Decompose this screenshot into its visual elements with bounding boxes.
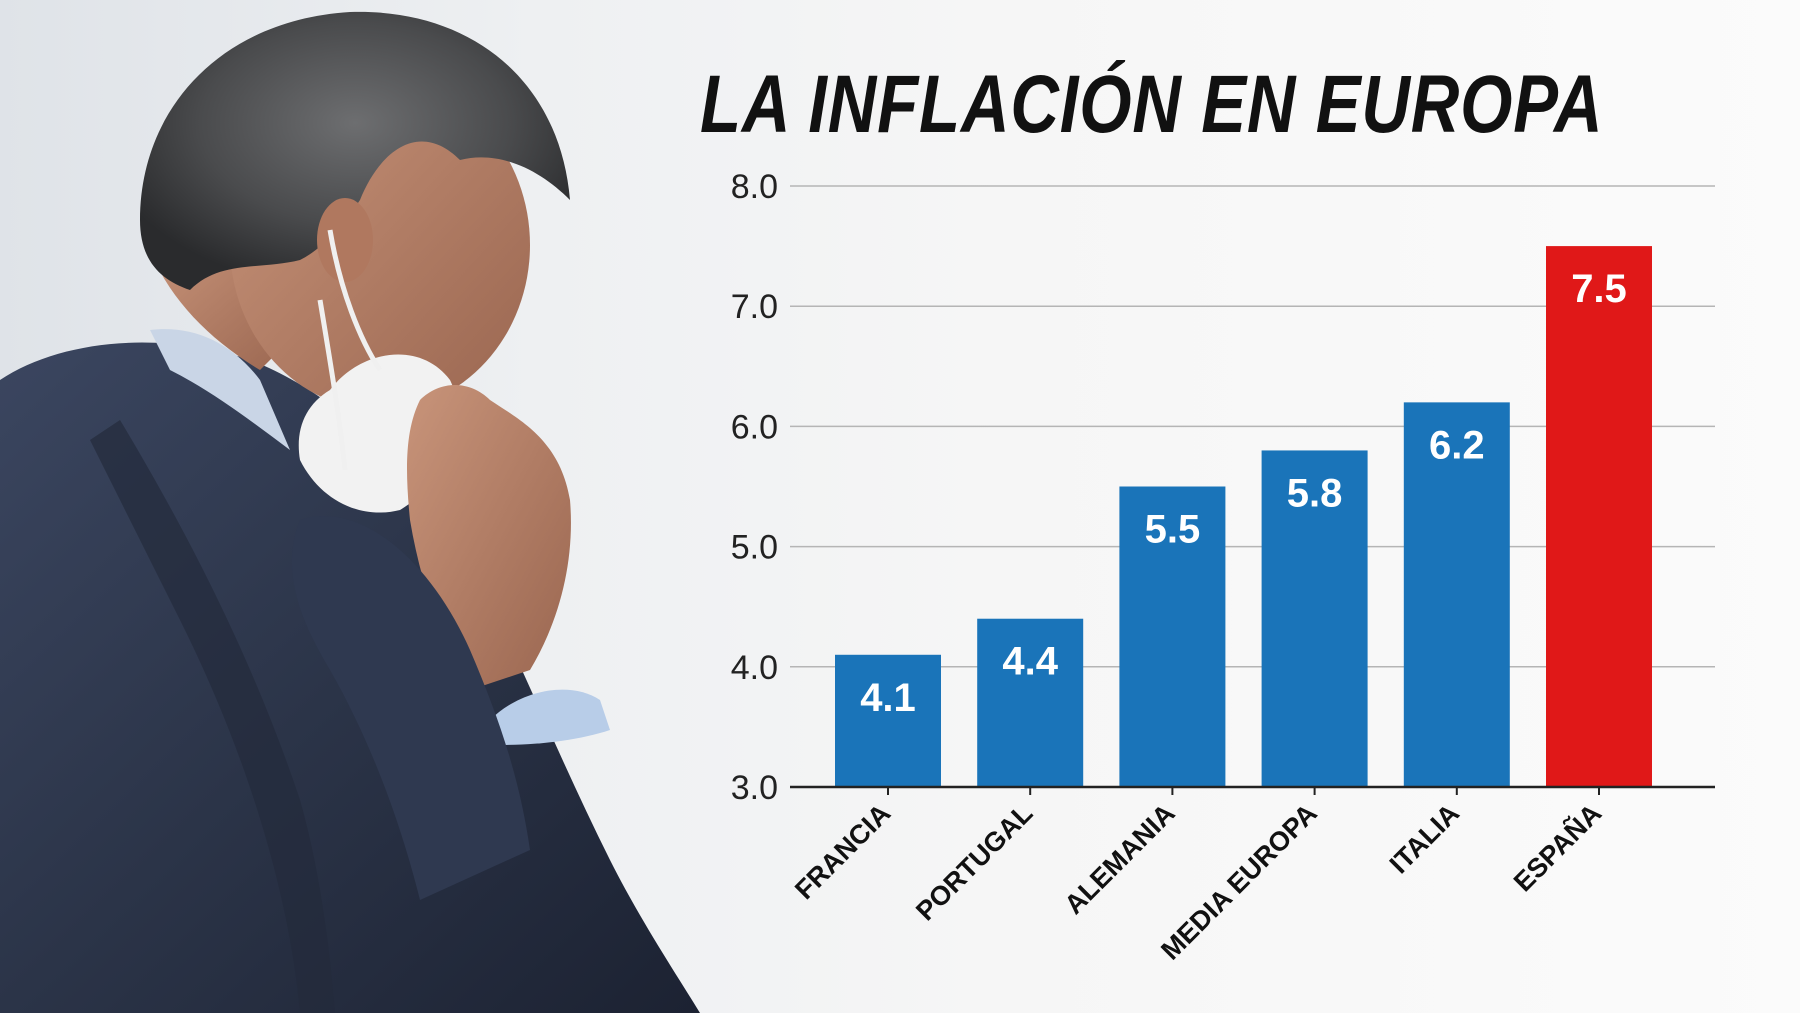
- sleeve-shape: [291, 516, 530, 900]
- y-tick-label: 4.0: [731, 649, 778, 687]
- bar: [835, 654, 941, 787]
- data-label: 4.4: [1002, 640, 1058, 684]
- data-label: 5.5: [1145, 508, 1201, 552]
- bar: [977, 618, 1084, 787]
- bar: [1546, 246, 1652, 788]
- bar: [1119, 486, 1226, 787]
- y-tick-label: 7.0: [731, 288, 778, 326]
- head-shape: [140, 11, 570, 410]
- data-label: 5.8: [1287, 471, 1343, 515]
- data-label: 6.2: [1429, 423, 1485, 467]
- x-tick-label: ESPAÑA: [1507, 797, 1607, 897]
- y-tick-label: 3.0: [731, 769, 778, 807]
- data-label: 7.5: [1571, 267, 1627, 311]
- y-tick-label: 6.0: [731, 408, 778, 446]
- x-tick-label: ALEMANIA: [1059, 798, 1181, 920]
- shirt-collar-shape: [150, 329, 290, 450]
- x-tick-label: PORTUGAL: [910, 798, 1038, 926]
- x-tick-label: FRANCIA: [789, 798, 896, 905]
- chart-title: LA INFLACIÓN EN EUROPA: [700, 59, 1604, 150]
- y-tick-label: 5.0: [731, 529, 778, 567]
- x-tick-label: MEDIA EUROPA: [1155, 798, 1323, 966]
- data-label: 4.1: [860, 676, 916, 720]
- bar: [1403, 402, 1510, 787]
- bar: [1261, 450, 1368, 787]
- x-tick-label: ITALIA: [1384, 798, 1465, 879]
- y-tick-label: 8.0: [731, 168, 778, 206]
